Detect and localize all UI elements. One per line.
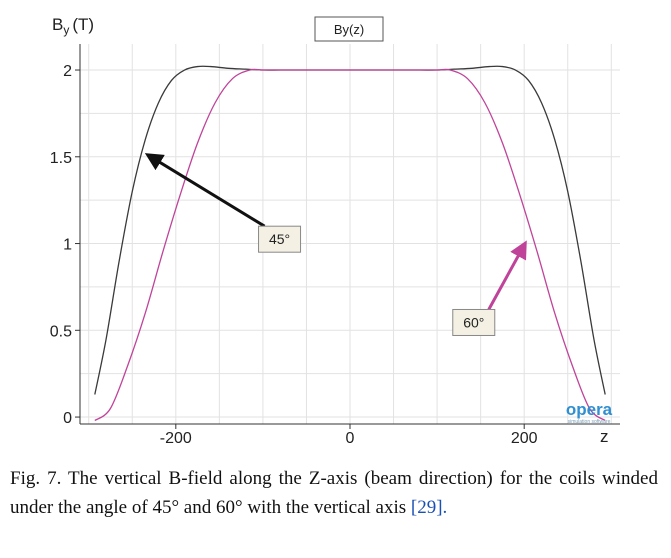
series-line-60deg [94, 68, 606, 422]
y-tick-label: 1.5 [50, 150, 72, 167]
figure-caption: Fig. 7. The vertical B-field along the Z… [10, 464, 658, 522]
annotation-arrow-45deg [144, 153, 266, 228]
y-axis-label-subscript: y [63, 23, 69, 37]
x-tick-label: 0 [346, 430, 355, 447]
opera-logo-text: opera [566, 400, 613, 419]
series-group [94, 65, 606, 422]
x-axis-label: z [600, 427, 609, 446]
caption-text: Fig. 7. The vertical B-field along the Z… [10, 468, 658, 518]
axes: 0 0.5 1 1.5 2 -200 0 200 [50, 44, 620, 447]
x-tick-label: -200 [160, 430, 192, 447]
annotations: 45° 60° [144, 153, 527, 336]
y-tick-label: 1 [63, 237, 72, 254]
chart-title: By(z) [334, 22, 364, 37]
grid [80, 44, 620, 424]
opera-logo: opera simulation software [566, 400, 613, 425]
annotation-arrow-60deg [487, 240, 527, 311]
annotation-box-45deg [258, 225, 302, 253]
y-tick-label: 0.5 [50, 323, 72, 340]
opera-logo-subtext: simulation software [568, 419, 611, 425]
caption-reference-link[interactable]: [29]. [410, 497, 448, 518]
chart-title-box: By(z) [314, 16, 384, 42]
by-z-chart: 0 0.5 1 1.5 2 -200 0 200 45° 60° By (T) z By(z) o… [50, 15, 620, 447]
y-tick-label: 2 [63, 63, 72, 80]
y-axis-label-unit: (T) [72, 15, 94, 34]
y-axis-label: By (T) [52, 15, 94, 37]
annotation-box-60deg [452, 308, 496, 336]
annotation-label-60deg: 60° [463, 314, 484, 330]
annotation-label-45deg: 45° [269, 231, 290, 247]
y-tick-label: 0 [63, 410, 72, 427]
x-tick-label: 200 [511, 430, 538, 447]
